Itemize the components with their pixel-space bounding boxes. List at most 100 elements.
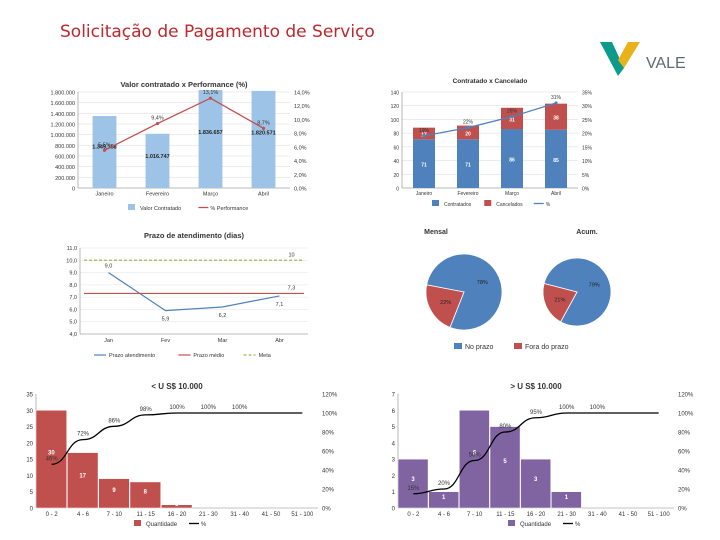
line-point (155, 121, 160, 126)
line-label: 20% (438, 481, 451, 487)
legend-swatch (432, 200, 439, 206)
x-tick-label: 16 - 20 (168, 512, 187, 518)
x-tick-label: Abril (551, 191, 561, 197)
bar (545, 129, 567, 188)
bar-label: 1.016.747 (145, 154, 169, 160)
y2-tick-label: 40% (678, 469, 691, 475)
series-line (108, 272, 280, 312)
legend-label: % (575, 522, 581, 528)
line-label: 6,2 (219, 313, 227, 319)
legend-label: Fora do prazo (525, 344, 569, 351)
legend-swatch (454, 343, 462, 349)
y-tick-label: 40 (393, 159, 399, 165)
y2-tick-label: 6,0% (294, 145, 307, 151)
legend-swatch (128, 204, 135, 210)
x-tick-label: Fev (161, 338, 170, 344)
bar (67, 452, 99, 509)
bar-label: 85 (553, 158, 559, 164)
x-tick-label: Março (505, 191, 519, 197)
bar-label: 1 (175, 502, 179, 508)
bar-label: 71 (465, 163, 471, 169)
y2-tick-label: 80% (678, 431, 691, 437)
y2-tick-label: 2,0% (294, 173, 307, 179)
legend-swatch (514, 343, 522, 349)
x-tick-label: Janeiro (95, 192, 113, 198)
y-tick-label: 11,0 (67, 246, 77, 252)
y-tick-label: 200.000 (55, 176, 75, 182)
y2-tick-label: 30% (582, 104, 593, 110)
y-tick-label: 2 (392, 474, 396, 480)
y2-tick-label: 120% (322, 393, 338, 399)
line-label: 9,0 (105, 264, 113, 270)
bar-label: 1.349.158 (92, 144, 116, 150)
y2-tick-label: 10,0% (294, 118, 310, 124)
x-tick-label: 11 - 15 (137, 512, 156, 518)
line-point (102, 148, 107, 152)
bar-label: 9 (112, 488, 116, 494)
y2-tick-label: 4,0% (294, 159, 307, 165)
x-tick-label: 7 - 10 (107, 512, 123, 518)
chart-valor-contratado: Valor contratado x Performance (%) 0 200.0… (51, 80, 310, 212)
logo-yellow-shape (618, 42, 640, 68)
bar (413, 139, 435, 188)
line-label: 100% (169, 405, 185, 411)
y2-tick-label: 35% (582, 91, 593, 97)
vale-logo: VALE (600, 42, 686, 76)
line-label: 8,7% (257, 120, 270, 126)
y2-tick-label: 14,0% (294, 91, 310, 97)
y2-tick-label: 0% (582, 187, 590, 193)
pie-label: 22% (440, 300, 451, 306)
legend-label: Cancelados (496, 202, 523, 208)
y2-tick-label: 20% (322, 488, 335, 494)
x-tick-label: Fevereiro (457, 191, 478, 197)
y-tick-label: 25 (26, 425, 33, 431)
chart-title: Contratado x Cancelado (453, 78, 528, 85)
x-tick-label: Fevereiro (146, 192, 169, 198)
line-label: 7,3 (288, 285, 296, 291)
bar-label: 1 (565, 495, 569, 501)
line-label: 10 (288, 252, 294, 258)
bar-label: 1 (442, 495, 446, 501)
line-label: 22% (463, 120, 474, 126)
line-label: 100% (590, 405, 606, 411)
y-tick-label: 9,0 (69, 271, 77, 277)
y2-tick-label: 20% (582, 132, 593, 138)
bar-label: 1.836.657 (198, 130, 222, 136)
y-tick-label: 4,0 (69, 332, 77, 338)
y2-tick-label: 12,0% (294, 104, 310, 110)
bar-label: 38 (553, 116, 559, 122)
y-tick-label: 0 (392, 507, 396, 513)
chart-title: Prazo de atendimento (dias) (144, 231, 245, 240)
y-tick-label: 4 (392, 441, 396, 447)
bar (98, 478, 130, 509)
y2-tick-label: 25% (582, 118, 593, 124)
bar (551, 491, 582, 509)
y-tick-label: 35 (26, 393, 33, 399)
bar (129, 481, 161, 509)
x-tick-label: 31 - 40 (588, 512, 607, 518)
legend-label: Quantidade (146, 522, 178, 528)
pie-title: Mensal (424, 229, 448, 236)
x-tick-label: 16 - 20 (527, 512, 546, 518)
line-label: 7,1 (276, 302, 284, 308)
line-point (466, 126, 470, 130)
logo-text: VALE (646, 55, 686, 72)
chart-maior-10000: > U S$ 10.000 0 1 2 3 4 5 6 7 0% 20% 40% 60% 80% 100% 1… (392, 382, 694, 528)
bar-label: 71 (421, 163, 427, 169)
x-tick-label: 51 - 100 (291, 512, 314, 518)
series-line (104, 97, 264, 151)
bar (520, 458, 551, 509)
y-tick-label: 120 (391, 104, 400, 110)
y2-tick-label: 15% (582, 145, 593, 151)
line-label: 19% (419, 128, 430, 134)
legend-label: Prazo médio (193, 353, 224, 359)
legend-swatch (484, 200, 492, 206)
x-tick-label: 0 - 2 (46, 512, 59, 518)
y2-tick-label: 0,0% (294, 187, 307, 193)
x-tick-label: 51 - 100 (648, 512, 671, 518)
bar (92, 116, 117, 188)
y-tick-label: 7 (392, 393, 396, 399)
legend-label: No prazo (465, 344, 494, 351)
bar (397, 458, 429, 509)
y-tick-label: 10 (26, 474, 33, 480)
